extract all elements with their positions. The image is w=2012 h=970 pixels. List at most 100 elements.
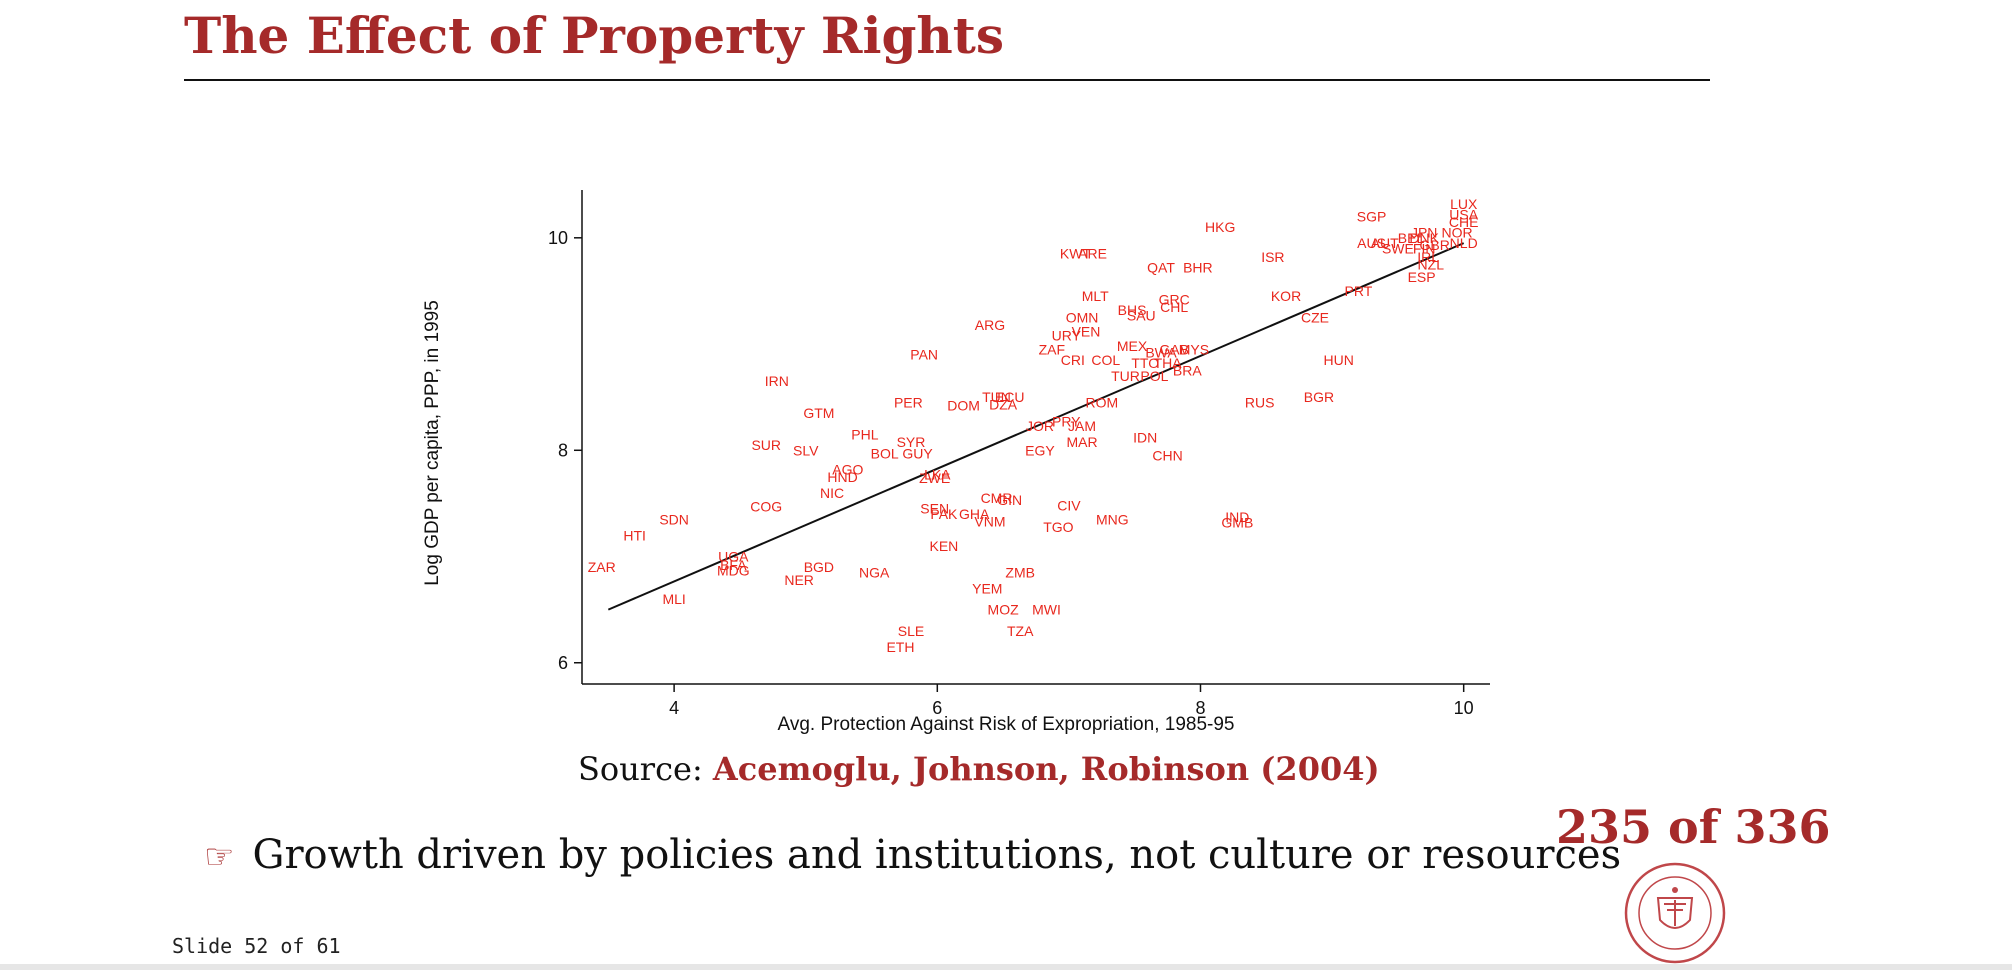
point-label: DNK <box>1409 230 1439 246</box>
point-label: ARG <box>975 317 1005 333</box>
point-label: LKA <box>924 467 951 483</box>
point-label: IND <box>1225 509 1249 525</box>
point-label: CMR <box>981 490 1013 506</box>
y-tick-label: 10 <box>548 228 568 248</box>
point-label: MYS <box>1179 341 1209 357</box>
point-label: PHL <box>851 426 878 442</box>
point-label: RUS <box>1245 394 1275 410</box>
point-label: BGR <box>1304 389 1334 405</box>
point-label: POL <box>1140 368 1168 384</box>
point-label: AUS <box>1357 235 1386 251</box>
point-label: MAR <box>1066 434 1097 450</box>
point-label: URY <box>1052 328 1082 344</box>
point-label: IRL <box>1417 249 1439 265</box>
point-label: GRC <box>1159 291 1190 307</box>
point-label: PRY <box>1052 414 1081 430</box>
point-label: PAN <box>910 347 938 363</box>
point-label: GMB <box>1221 515 1253 531</box>
y-tick-label: 8 <box>558 440 568 460</box>
point-label: HND <box>827 469 857 485</box>
source-line: Source: Acemoglu, Johnson, Robinson (200… <box>578 750 1380 788</box>
point-label: MOZ <box>988 602 1020 618</box>
fit-line-group <box>607 242 1465 611</box>
point-label: TZA <box>1007 623 1034 639</box>
point-label: GIN <box>997 492 1022 508</box>
point-label: TTO <box>1131 355 1159 371</box>
x-tick-label: 4 <box>669 698 679 718</box>
point-label: BFA <box>720 557 747 573</box>
point-label: SLE <box>898 623 924 639</box>
point-label: KOR <box>1271 288 1301 304</box>
point-label: OMN <box>1066 309 1099 325</box>
point-label: PAK <box>930 506 958 522</box>
point-label: KWT <box>1060 246 1092 262</box>
point-label: BHR <box>1183 260 1213 276</box>
point-label: THA <box>1154 355 1183 371</box>
point-label: JAM <box>1068 418 1096 434</box>
point-label: VEN <box>1072 323 1101 339</box>
point-label: BWA <box>1145 345 1177 361</box>
point-label: GUY <box>902 445 933 461</box>
point-label: SEN <box>920 501 949 517</box>
point-label: GHA <box>959 506 990 522</box>
point-label: ETH <box>886 639 914 655</box>
point-label: NZL <box>1418 256 1445 272</box>
slide-number: Slide 52 of 61 <box>172 934 341 958</box>
point-label: BGD <box>804 559 834 575</box>
point-label: JPN <box>1411 224 1437 240</box>
point-label: SAU <box>1127 307 1156 323</box>
point-label: PRT <box>1345 283 1373 299</box>
source-prefix: Source: <box>578 750 713 788</box>
fit-line <box>607 242 1465 611</box>
point-label: ZWE <box>919 470 950 486</box>
bullet-text: Growth driven by policies and institutio… <box>252 832 1622 878</box>
point-label: ZAR <box>588 559 616 575</box>
point-label: ZMB <box>1005 564 1035 580</box>
point-label: CHN <box>1152 448 1182 464</box>
point-label: AUT <box>1371 235 1399 251</box>
point-label: MLI <box>662 591 685 607</box>
point-label: UGA <box>718 549 749 565</box>
point-label: SUR <box>751 437 781 453</box>
point-label: ESP <box>1408 269 1436 285</box>
point-label: GBR <box>1420 237 1450 253</box>
point-label: CHE <box>1449 214 1479 230</box>
point-label: NGA <box>859 564 890 580</box>
point-label: DZA <box>989 397 1018 413</box>
point-label: CZE <box>1301 309 1329 325</box>
point-label: AGO <box>832 461 863 477</box>
x-tick-label: 10 <box>1454 698 1474 718</box>
point-label: GAB <box>1159 341 1189 357</box>
point-label: ARE <box>1078 246 1107 262</box>
point-label: NIC <box>820 485 844 501</box>
point-label: MDG <box>717 562 750 578</box>
chart-axes: 4 6 8 10 6 8 10 <box>548 190 1490 718</box>
point-label: NER <box>784 572 814 588</box>
point-label: ISR <box>1261 249 1284 265</box>
page-counter: 235 of 336 <box>1556 800 1831 854</box>
x-axis-label: Avg. Protection Against Risk of Expropri… <box>778 714 1235 735</box>
point-label: CHL <box>1160 299 1188 315</box>
point-label: MEX <box>1117 338 1148 354</box>
slide-title: The Effect of Property Rights <box>184 6 1005 65</box>
point-label: TGO <box>1043 519 1073 535</box>
point-label: GTM <box>803 405 834 421</box>
point-label: LUX <box>1450 196 1478 212</box>
point-label: BEL <box>1398 230 1425 246</box>
point-label: QAT <box>1147 260 1175 276</box>
point-label: KEN <box>929 538 958 554</box>
point-label: TUN <box>982 389 1011 405</box>
point-label: BHS <box>1118 302 1147 318</box>
point-label: CRI <box>1061 352 1085 368</box>
point-label: SDN <box>659 511 689 527</box>
point-label: BRA <box>1173 363 1202 379</box>
point-label: SWE <box>1382 240 1414 256</box>
point-label: HUN <box>1323 352 1353 368</box>
point-label: MWI <box>1032 602 1061 618</box>
point-label: SYR <box>897 434 926 450</box>
point-label: FIN <box>1413 240 1436 256</box>
bullet-point: ☞ Growth driven by policies and instituti… <box>204 832 1621 878</box>
point-label: HTI <box>623 527 646 543</box>
